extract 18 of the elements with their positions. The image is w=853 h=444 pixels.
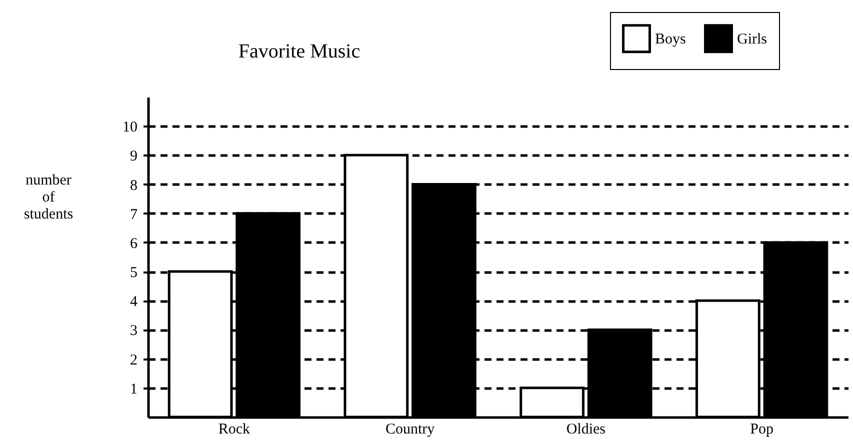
legend-label: Boys <box>655 32 686 48</box>
y-tick-label: 9 <box>130 148 138 165</box>
y-tick-label: 3 <box>130 323 138 340</box>
x-tick-label: Rock <box>218 422 251 438</box>
y-tick-label: 6 <box>130 236 138 252</box>
x-tick-label: Pop <box>750 422 774 438</box>
x-tick-label: Country <box>385 422 436 438</box>
y-axis-title: number of students <box>24 172 74 222</box>
y-tick-label: 1 <box>130 381 138 398</box>
y-tick-label: 8 <box>130 178 138 194</box>
y-tick-label: 7 <box>130 206 138 223</box>
y-tick-label: 4 <box>130 294 138 310</box>
y-tick-label: 10 <box>122 120 138 136</box>
x-tick-label: Oldies <box>566 422 606 438</box>
y-tick-label: 2 <box>130 352 138 368</box>
y-tick-label: 5 <box>130 265 138 282</box>
legend-label: Girls <box>737 32 768 48</box>
chart-title: Favorite Music <box>238 40 360 62</box>
